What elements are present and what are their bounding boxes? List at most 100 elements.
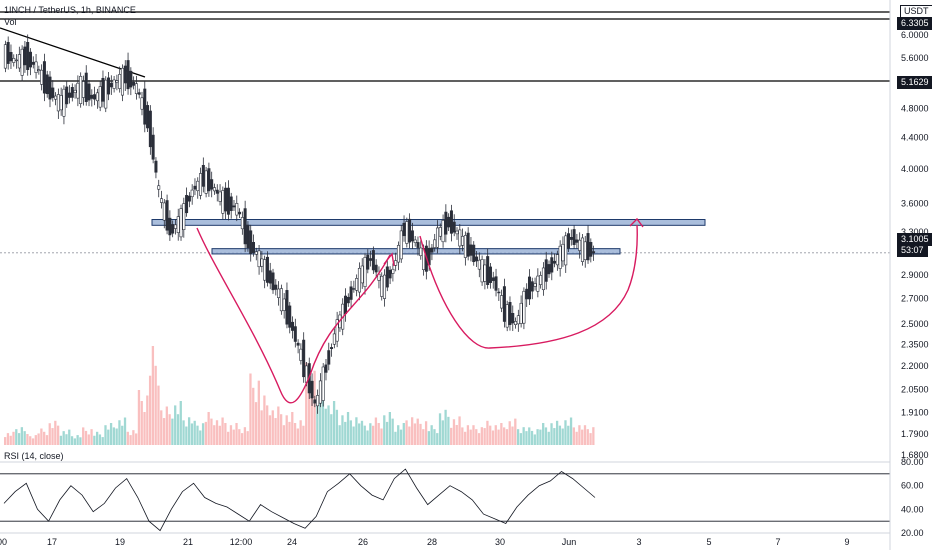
candle-body [463,235,467,258]
volume-bar [332,401,336,445]
volume-bar [430,425,433,445]
volume-bar [511,426,514,445]
volume-bar [480,427,483,445]
candle-body [173,224,177,229]
candle-body [583,241,587,260]
candle-body [62,88,66,117]
candle-body [37,69,41,72]
countdown-badge: 53:07 [897,244,928,257]
volume-bar [477,433,481,445]
x-tick-label: 00 [0,537,7,547]
volume-bar [9,435,12,445]
volume-bar [93,435,96,445]
candle-body [59,95,63,111]
x-tick-label: 9 [844,537,849,547]
candle-body [84,72,88,103]
volume-bar [472,425,475,445]
volume-bar [561,428,564,445]
candle-body [430,247,434,253]
y-tick-label: 2.2000 [901,361,929,371]
volume-bar [305,362,308,445]
candle-body [176,216,180,233]
candle-body [561,243,565,262]
volume-bar [132,430,135,445]
candle-body [419,247,423,257]
volume-bar [436,433,439,445]
candle-body [469,244,473,256]
candle-body [575,239,579,243]
y-tick-label: 2.3500 [901,339,929,349]
volume-bar [43,431,46,445]
candle-body [65,86,69,105]
candle-body [321,366,325,401]
candle-body [285,290,289,325]
y-tick-label: 3.3000 [901,227,929,237]
candle-body [182,203,186,230]
volume-bar [483,428,486,445]
volume-bar [274,418,277,445]
volume-bar [129,435,132,445]
candle-body [293,326,297,342]
volume-bar [20,427,24,445]
candle-body [232,205,236,208]
volume-bar [70,436,74,445]
volume-bar [137,390,141,445]
volume-bar [235,423,238,445]
volume-bar [79,437,82,445]
candle-body [73,89,77,93]
candle-body [324,364,328,373]
volume-bar [54,420,57,445]
candle-body [449,210,453,234]
candle-body [514,321,518,325]
candle-body [271,272,275,291]
volume-bar [349,420,352,445]
candle-body [335,319,339,342]
candle-body [104,79,108,109]
candle-body [589,242,593,257]
candle-body [151,134,155,160]
volume-bar [238,429,241,445]
y-tick-label: 1.9100 [901,408,929,418]
volume-bar [555,420,559,445]
x-tick-label: 28 [427,537,437,547]
candle-body [318,380,322,404]
volume-bar [187,417,191,445]
volume-bar [355,417,358,445]
candle-body [15,59,19,62]
volume-bar [533,434,536,445]
volume-bar [277,406,280,445]
candle-body [413,239,417,243]
volume-bar [204,421,208,445]
candle-body [343,295,347,315]
candle-body [497,291,501,294]
volume-bar [508,421,511,445]
candle-body [87,83,91,101]
volume-bar [424,421,428,445]
candle-body [435,227,439,248]
candle-body [204,170,208,194]
candle-body [268,270,272,284]
x-tick-label: 17 [47,537,57,547]
volume-bar [438,413,442,445]
candle-body [165,200,169,231]
volume-bar [207,412,210,445]
candle-body [527,276,531,300]
rsi-label: RSI (14, close) [4,451,64,461]
candle-body [352,288,356,290]
candle-body [458,229,462,247]
candle-body [218,191,222,202]
candle-body [586,233,590,261]
volume-bar [90,429,93,445]
volume-bar [23,431,26,445]
volume-bar [199,430,202,445]
candle-body [282,298,286,311]
resistance-level-badge: 5.1629 [897,76,932,89]
candle-body [162,202,166,221]
candle-body [360,265,364,284]
candle-body [500,295,504,309]
candle-body [553,260,557,264]
volume-bar [441,420,444,445]
candle-body [140,97,144,110]
volume-bar [185,426,188,445]
